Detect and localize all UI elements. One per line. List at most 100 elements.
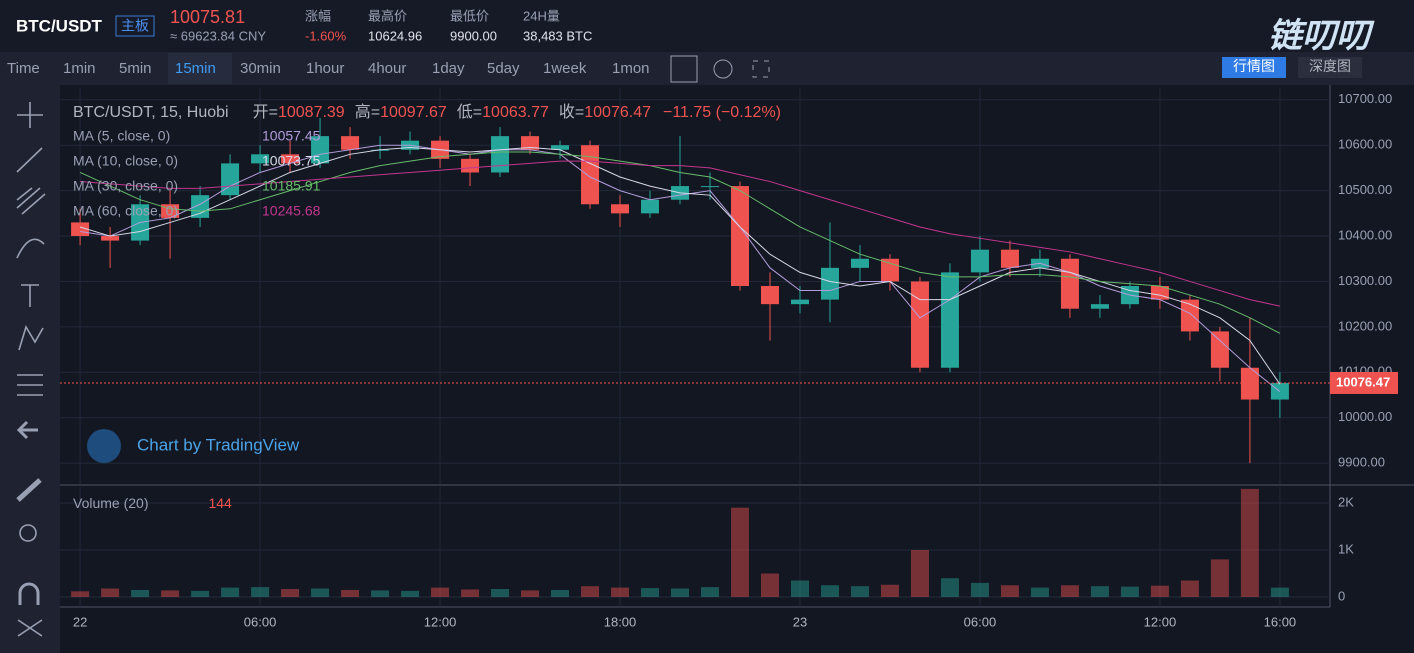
candle-body: [341, 136, 360, 150]
stat-label: 最高价: [368, 8, 407, 23]
view-button[interactable]: 行情图: [1233, 58, 1275, 74]
view-button-bg[interactable]: [1298, 57, 1362, 78]
volume-current: 144: [208, 495, 232, 511]
last-price-tag: [1330, 371, 1398, 394]
volume-bar: [461, 589, 480, 597]
interval-button[interactable]: 15min: [175, 60, 216, 77]
volume-bar: [251, 587, 270, 597]
fib-tool[interactable]: [16, 187, 46, 215]
interval-button[interactable]: 5min: [119, 60, 152, 77]
prediction-tool[interactable]: [17, 374, 43, 396]
stat-value: -1.60%: [305, 28, 347, 43]
ma-legend-name: MA (10, close, 0): [73, 153, 178, 169]
candle-body: [101, 236, 120, 241]
magnet-tool[interactable]: [18, 582, 40, 605]
volume-legend: Volume (20) 144: [73, 495, 232, 511]
chart-legend: BTC/USDT, 15, Huobi 开=10087.39 高=10097.67 低…: [73, 103, 781, 121]
collapse-button[interactable]: [17, 619, 43, 637]
volume-bar: [581, 586, 600, 597]
volume-bar: [1060, 585, 1079, 597]
candle-body: [850, 258, 869, 268]
x-tick-label: 22: [73, 614, 87, 629]
y-tick-label: 9900.00: [1338, 455, 1385, 470]
x-tick-label: 06:00: [964, 614, 997, 629]
volume-tick-label: 2K: [1338, 494, 1354, 509]
ma-line: [80, 144, 1281, 392]
candle-body: [581, 145, 600, 205]
candle-body: [700, 186, 719, 188]
volume-bar: [71, 591, 90, 597]
interval-button[interactable]: 1day: [432, 60, 465, 77]
volume-bar: [1030, 587, 1049, 597]
volume-bar: [1120, 586, 1139, 597]
candle-body: [611, 204, 630, 214]
y-tick-label: 10500.00: [1338, 182, 1392, 197]
interval-button[interactable]: 1min: [63, 60, 96, 77]
logo: 链叨叨: [1268, 17, 1375, 55]
settings-button[interactable]: [713, 59, 733, 79]
interval-button[interactable]: 1week: [543, 60, 587, 77]
x-tick-label: 16:00: [1264, 614, 1297, 629]
ohlc-label: 收=: [559, 103, 584, 121]
candle-body: [730, 186, 749, 286]
volume-bar: [401, 590, 420, 597]
zoom-tool[interactable]: [19, 524, 37, 542]
interval-button[interactable]: 1hour: [306, 60, 344, 77]
candle-body: [760, 286, 779, 305]
back-button[interactable]: [16, 420, 38, 440]
candle-body: [641, 199, 660, 214]
candle-body: [311, 136, 330, 164]
interval-button[interactable]: 30min: [240, 60, 281, 77]
volume-bar: [820, 585, 839, 597]
pattern-tool[interactable]: [18, 325, 44, 351]
ma-legend-value: 10185.91: [262, 178, 321, 194]
volume-bar: [311, 588, 330, 597]
candle-body: [1090, 304, 1109, 309]
candle-body: [221, 163, 240, 196]
interval-button[interactable]: 5day: [487, 60, 520, 77]
interval-button[interactable]: 4hour: [368, 60, 406, 77]
volume-bar: [491, 588, 510, 597]
change: −11.75 (−0.12%): [663, 104, 781, 121]
active-interval-bg: [168, 53, 232, 84]
line-tool[interactable]: [16, 147, 43, 173]
fullscreen-button[interactable]: [752, 60, 770, 78]
view-button-bg[interactable]: [1222, 57, 1286, 78]
candle-body: [491, 136, 510, 173]
ruler-tool[interactable]: [16, 478, 42, 502]
candle-body: [551, 145, 570, 150]
stat-value: 38,483 BTC: [523, 28, 592, 43]
interval-button[interactable]: Time: [7, 60, 40, 77]
ma-legend-value: 10057.45: [262, 128, 321, 144]
y-tick-label: 10200.00: [1338, 318, 1392, 333]
volume-bar: [1000, 585, 1019, 597]
crosshair-tool[interactable]: [17, 102, 43, 128]
view-button[interactable]: 深度图: [1309, 58, 1351, 74]
stat-label: 最低价: [450, 8, 489, 23]
header-bar: [0, 0, 1414, 52]
volume-bar: [671, 588, 690, 597]
brush-tool[interactable]: [16, 238, 45, 259]
volume-title: Volume (20): [73, 495, 148, 511]
y-tick-label: 10600.00: [1338, 137, 1392, 152]
y-tick-label: 10400.00: [1338, 227, 1392, 242]
ohlc-value: 10087.39: [278, 104, 345, 121]
x-tick-label: 12:00: [1144, 614, 1177, 629]
volume-bar: [700, 587, 719, 597]
volume-bar: [1210, 559, 1229, 597]
chart-title: BTC/USDT, 15, Huobi: [73, 104, 229, 121]
volume-bar: [880, 584, 899, 597]
x-tick-label: 23: [793, 614, 807, 629]
volume-bar: [940, 578, 959, 597]
candle-body: [1060, 258, 1079, 309]
volume-bar: [641, 588, 660, 597]
text-tool[interactable]: [21, 284, 39, 307]
y-tick-label: 10300.00: [1338, 273, 1392, 288]
watermark-logo: [87, 429, 121, 463]
candle-body: [880, 258, 899, 282]
volume-bar: [131, 589, 150, 597]
chart-type-button[interactable]: [670, 55, 698, 83]
interval-button[interactable]: 1mon: [612, 60, 650, 77]
volume-bar: [850, 586, 869, 597]
